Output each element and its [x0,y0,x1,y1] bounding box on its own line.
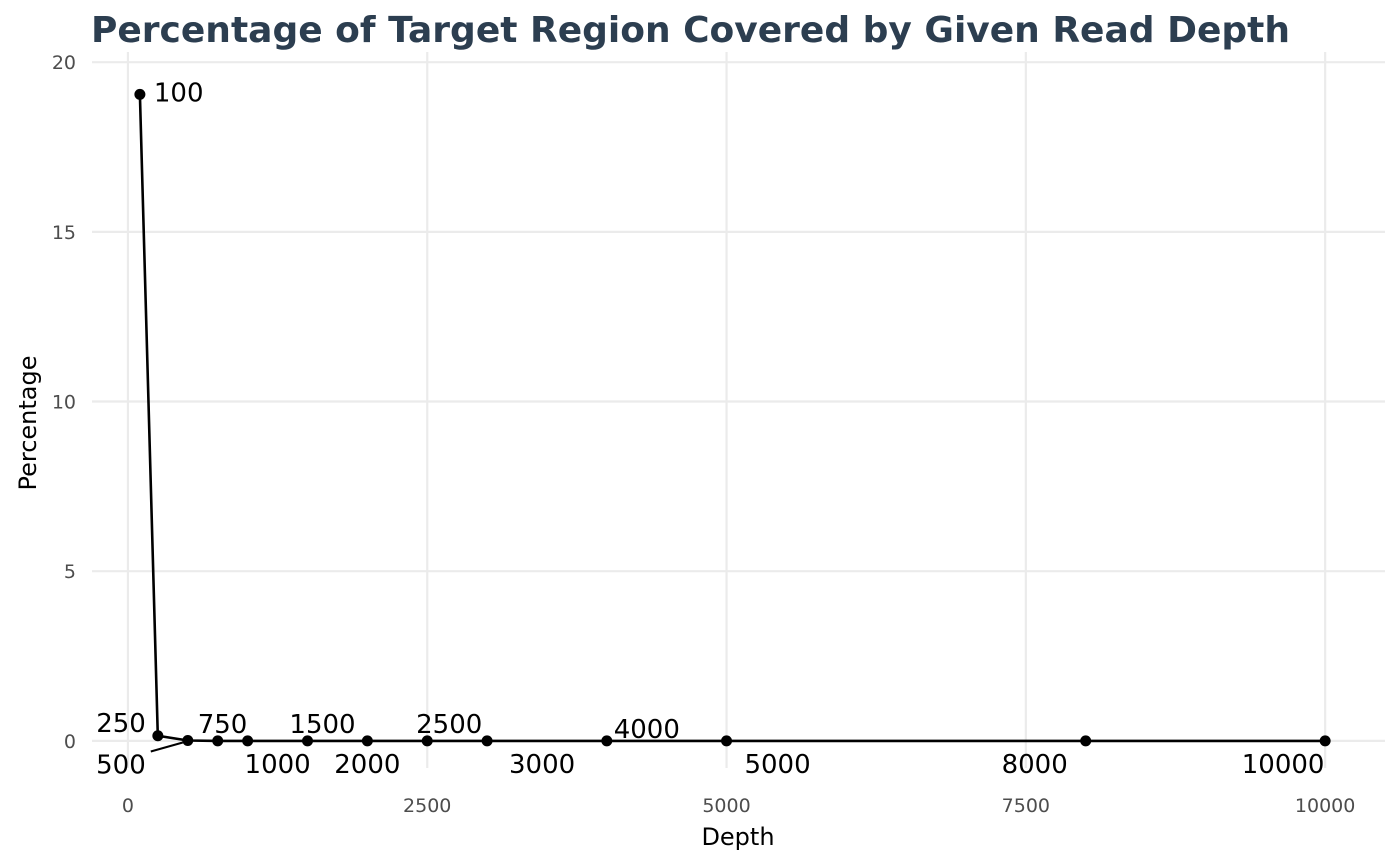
x-tick-label: 2500 [403,795,451,817]
data-point [152,730,164,742]
data-point [242,735,254,747]
y-tick-label: 10 [52,392,76,414]
point-label: 4000 [614,715,680,745]
data-point [182,735,194,747]
point-label: 5000 [744,750,810,780]
x-tick-label: 5000 [702,795,750,817]
x-tick-label: 7500 [1002,795,1050,817]
data-point [1319,735,1331,747]
data-point [302,735,313,747]
point-label: 100 [154,78,204,108]
chart-title: Percentage of Target Region Covered by G… [91,10,1290,51]
data-point [361,735,373,747]
y-axis-title: Percentage [14,355,42,490]
point-label: 750 [198,710,248,740]
x-tick-label: 10000 [1295,795,1355,817]
series-layer [134,88,1331,747]
point-label: 2500 [416,710,482,740]
y-axis-ticks: 0 5 10 15 20 [52,52,76,753]
data-point [481,735,493,747]
x-tick-label: 0 [122,795,134,817]
point-label: 8000 [1002,750,1068,780]
x-axis-title: Depth [701,823,774,851]
data-point [421,735,433,747]
data-point [721,735,733,747]
y-tick-label: 15 [52,222,76,244]
data-point [1080,735,1092,747]
data-labels: 100 250 500 750 1000 1500 2000 2500 3000 4000 5000… [96,78,1324,780]
y-tick-label: 0 [64,731,76,753]
y-tick-label: 5 [64,561,76,583]
data-point [212,735,224,747]
point-label: 1000 [245,750,311,780]
point-label: 10000 [1242,750,1325,780]
point-label: 2000 [334,750,400,780]
series-line [138,94,1326,743]
point-label: 500 [96,751,146,781]
grid-lines [92,52,1385,768]
data-point [601,735,613,747]
point-label: 3000 [509,750,575,780]
point-label: 1500 [289,710,355,740]
x-axis-ticks: 0 2500 5000 7500 10000 [122,795,1355,817]
label-leader-line [150,741,184,753]
point-label: 250 [96,709,146,739]
data-point [134,88,146,100]
y-tick-label: 20 [52,52,76,74]
